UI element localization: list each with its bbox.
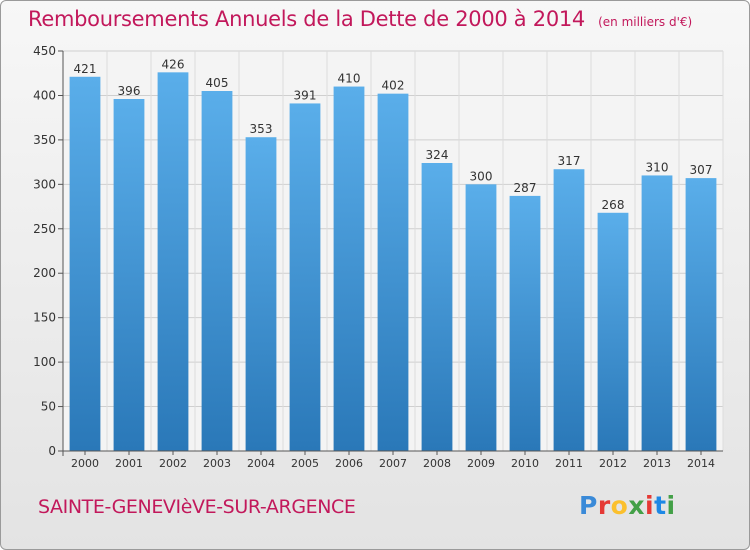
data-label: 307 <box>690 163 713 177</box>
data-label: 287 <box>514 181 537 195</box>
logo-letter: P <box>579 491 598 520</box>
chart-title: Remboursements Annuels de la Dette de 20… <box>28 7 585 31</box>
logo-letter: t <box>654 491 667 520</box>
axis-layer: 0 50 100 150 200 250 300 350 400 450 421 2000 396 200… <box>33 44 723 470</box>
x-tick-label: 2013 <box>643 457 671 470</box>
y-tick-label: 350 <box>33 133 56 147</box>
data-label: 268 <box>602 198 625 212</box>
bar-layer <box>69 72 717 452</box>
bar <box>597 212 629 451</box>
x-tick-label: 2001 <box>115 457 143 470</box>
x-tick-label: 2012 <box>599 457 627 470</box>
logo-letter: i <box>666 491 676 520</box>
logo-letter: i <box>645 491 655 520</box>
bar <box>157 72 189 451</box>
y-tick-label: 450 <box>33 44 56 58</box>
y-tick-label: 400 <box>33 88 56 102</box>
x-tick-label: 2007 <box>379 457 407 470</box>
bar <box>553 169 585 451</box>
y-tick-label: 250 <box>33 222 56 236</box>
data-label: 310 <box>646 160 669 174</box>
x-tick-label: 2005 <box>291 457 319 470</box>
data-label: 410 <box>338 72 361 86</box>
bar <box>245 137 277 451</box>
y-tick-label: 150 <box>33 311 56 325</box>
bar <box>685 178 717 451</box>
x-tick-label: 2006 <box>335 457 363 470</box>
y-tick-label: 50 <box>41 400 56 414</box>
data-label: 324 <box>426 148 449 162</box>
x-tick-label: 2010 <box>511 457 539 470</box>
bar <box>421 163 453 451</box>
proxiti-logo[interactable]: Proxiti <box>579 491 676 520</box>
chart-unit: (en milliers d'€) <box>598 15 693 29</box>
data-label: 300 <box>470 169 493 183</box>
x-tick-label: 2000 <box>71 457 99 470</box>
bar <box>465 184 497 452</box>
logo-letter: r <box>597 491 611 520</box>
data-label: 426 <box>162 57 185 71</box>
bar-chart: 0 50 100 150 200 250 300 350 400 450 421 2000 396 200… <box>33 44 724 470</box>
commune-name: SAINTE-GENEVIèVE-SUR-ARGENCE <box>38 496 356 518</box>
bar <box>69 76 101 452</box>
x-tick-label: 2011 <box>555 457 583 470</box>
y-tick-label: 200 <box>33 266 56 280</box>
bar <box>113 99 145 451</box>
x-tick-label: 2008 <box>423 457 451 470</box>
x-tick-label: 2014 <box>687 457 715 470</box>
data-label: 402 <box>382 79 405 93</box>
x-tick-label: 2004 <box>247 457 275 470</box>
y-tick-label: 0 <box>48 444 56 458</box>
logo-letter: x <box>628 491 645 520</box>
data-label: 405 <box>206 76 229 90</box>
y-tick-label: 300 <box>33 177 56 191</box>
data-label: 421 <box>74 62 97 76</box>
bar <box>333 86 365 452</box>
x-tick-label: 2003 <box>203 457 231 470</box>
x-tick-label: 2002 <box>159 457 187 470</box>
title-row: Remboursements Annuels de la Dette de 20… <box>28 7 692 31</box>
bar <box>377 93 409 452</box>
bar <box>641 175 673 451</box>
bar <box>289 103 321 451</box>
bar <box>509 195 541 451</box>
data-label: 317 <box>558 154 581 168</box>
data-label: 391 <box>294 88 317 102</box>
logo-letter: o <box>610 491 629 520</box>
x-tick-label: 2009 <box>467 457 495 470</box>
data-label: 353 <box>250 122 273 136</box>
data-label: 396 <box>118 84 141 98</box>
bar <box>201 91 233 451</box>
y-tick-label: 100 <box>33 355 56 369</box>
